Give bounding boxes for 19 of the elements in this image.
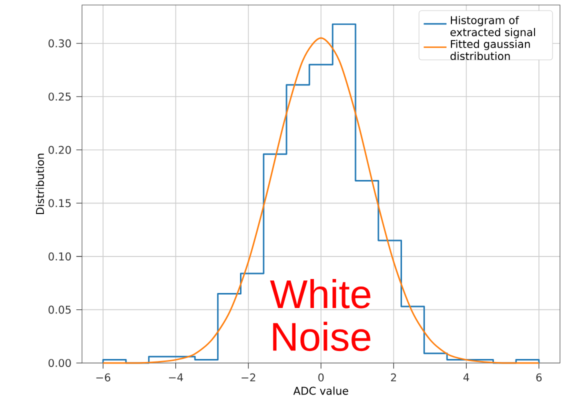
- annotation: White Noise: [270, 279, 370, 352]
- y-tick-label: 0.30: [48, 39, 71, 48]
- y-tick-label: 0.05: [48, 306, 71, 314]
- y-tick-label: 0.20: [48, 146, 71, 154]
- y-tick-label: 0.10: [48, 252, 71, 260]
- legend-label: Histogram of extracted signal: [450, 16, 536, 38]
- x-tick-label: 0: [318, 373, 324, 382]
- x-tick-label: 6: [536, 373, 542, 382]
- x-axis-title: ADC value: [293, 386, 348, 395]
- x-tick-label: 2: [391, 373, 396, 382]
- y-tick-label: 0.25: [48, 92, 71, 101]
- y-tick-label: 0.15: [48, 199, 71, 208]
- y-axis-title: Distribution: [36, 154, 44, 214]
- y-tick-label: 0.00: [48, 358, 71, 368]
- x-tick-label: −4: [168, 373, 183, 382]
- x-tick-label: −6: [96, 373, 110, 382]
- x-tick-label: −2: [242, 373, 256, 382]
- x-tick-label: 4: [463, 373, 470, 382]
- legend-label: Fitted gaussian distribution: [450, 40, 530, 60]
